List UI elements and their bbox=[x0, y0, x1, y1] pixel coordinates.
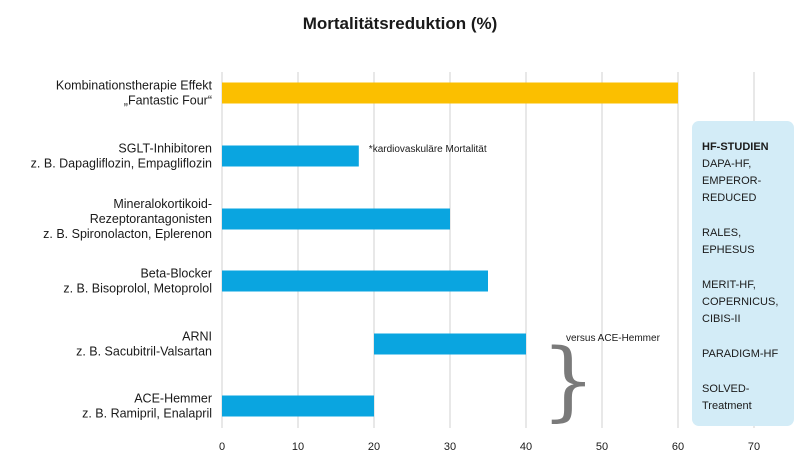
studies-box: HF-STUDIEN DAPA-HF, EMPEROR- REDUCED RALES,… bbox=[692, 121, 794, 426]
category-label: z. B. Bisoprolol, Metoprolol bbox=[63, 282, 212, 296]
study-name: PARADIGM-HF bbox=[702, 348, 779, 360]
study-name: MERIT-HF, bbox=[702, 279, 756, 291]
study-group: RALES, EPHESUS bbox=[702, 225, 786, 259]
category-label: ACE-Hemmer bbox=[134, 392, 212, 406]
studies-heading: HF-STUDIEN bbox=[702, 141, 769, 153]
tick-label-layer: 0 10 20 30 40 50 60 70 bbox=[219, 441, 760, 453]
category-label: ARNI bbox=[182, 330, 212, 344]
category-label: z. B. Sacubitril-Valsartan bbox=[76, 345, 212, 359]
x-tick-label: 70 bbox=[748, 441, 760, 453]
bar bbox=[374, 333, 526, 355]
study-group: DAPA-HF, EMPEROR- REDUCED bbox=[702, 156, 786, 207]
category-label: z. B. Ramipril, Enalapril bbox=[82, 407, 212, 421]
bar bbox=[222, 82, 678, 104]
study-name: SOLVED- bbox=[702, 383, 750, 395]
category-label: Beta-Blocker bbox=[140, 267, 212, 281]
bar bbox=[222, 145, 359, 167]
study-name: RALES, bbox=[702, 227, 742, 239]
grid-layer bbox=[221, 72, 755, 428]
category-label: Mineralokortikoid- bbox=[113, 197, 212, 211]
sglt-annotation: *kardiovaskuläre Mortalität bbox=[369, 144, 487, 155]
study-group: PARADIGM-HF bbox=[702, 346, 786, 363]
category-label: Rezeptorantagonisten bbox=[90, 212, 212, 226]
x-tick-label: 20 bbox=[368, 441, 380, 453]
annotation-layer: *kardiovaskuläre Mortalität}versus ACE-H… bbox=[369, 144, 661, 431]
x-tick-label: 60 bbox=[672, 441, 684, 453]
study-group: SOLVED- Treatment bbox=[702, 381, 786, 415]
brace-icon: } bbox=[541, 331, 596, 431]
category-label-layer: Kombinationstherapie Effekt„Fantastic Fo… bbox=[31, 79, 213, 421]
studies-groups: DAPA-HF, EMPEROR- REDUCED RALES, EPHESUS MERI… bbox=[702, 156, 786, 415]
category-label: z. B. Dapagliflozin, Empagliflozin bbox=[31, 157, 212, 171]
arni-annotation: versus ACE-Hemmer bbox=[566, 333, 661, 344]
category-label: Kombinationstherapie Effekt bbox=[56, 79, 213, 93]
category-label: z. B. Spironolacton, Eplerenon bbox=[43, 227, 212, 241]
study-group: MERIT-HF, COPERNICUS, CIBIS-II bbox=[702, 277, 786, 328]
study-name: DAPA-HF, bbox=[702, 158, 752, 170]
x-tick-label: 0 bbox=[219, 441, 225, 453]
bar bbox=[222, 395, 374, 417]
study-name: Treatment bbox=[702, 400, 752, 412]
x-tick-label: 10 bbox=[292, 441, 304, 453]
category-label: SGLT-Inhibitoren bbox=[118, 142, 212, 156]
x-tick-label: 30 bbox=[444, 441, 456, 453]
study-name: EPHESUS bbox=[702, 244, 755, 256]
chart-title: Mortalitätsreduktion (%) bbox=[302, 14, 498, 33]
study-name: REDUCED bbox=[702, 192, 757, 204]
category-label: „Fantastic Four“ bbox=[124, 94, 212, 108]
study-name: CIBIS-II bbox=[702, 313, 741, 325]
study-name: EMPEROR- bbox=[702, 175, 762, 187]
bar-layer bbox=[222, 82, 678, 417]
x-tick-label: 50 bbox=[596, 441, 608, 453]
study-name: COPERNICUS, bbox=[702, 296, 779, 308]
bar bbox=[222, 270, 488, 292]
x-tick-label: 40 bbox=[520, 441, 532, 453]
bar bbox=[222, 208, 450, 230]
